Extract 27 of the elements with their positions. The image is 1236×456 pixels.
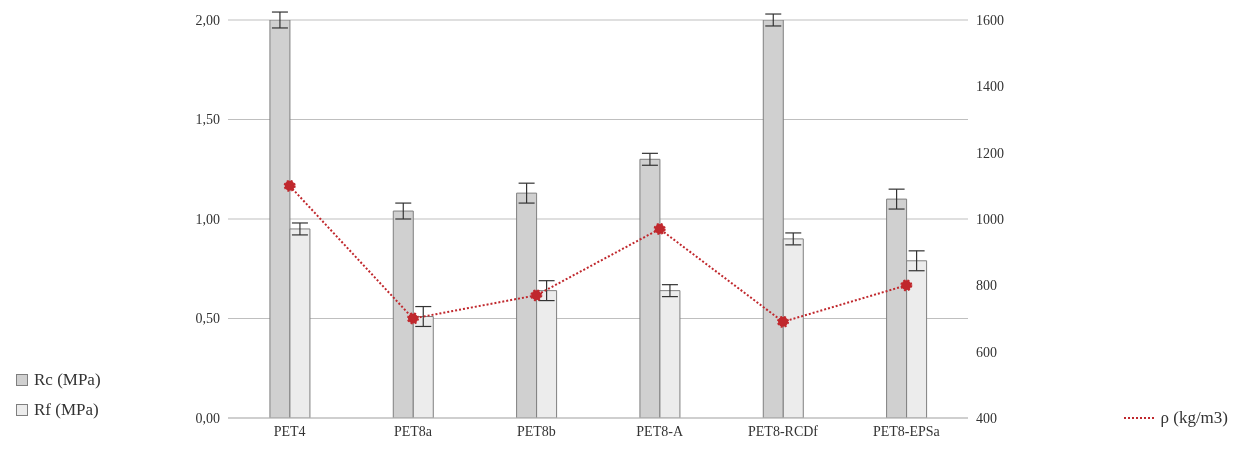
y-tick-label: 0,00	[195, 410, 220, 426]
y2-tick-label: 1000	[976, 211, 1004, 227]
legend-label: ρ (kg/m3)	[1160, 408, 1228, 428]
x-tick-label: PET8-RCDf	[748, 423, 819, 439]
y-tick-label: 0,50	[195, 311, 220, 327]
y2-tick-label: 1200	[976, 145, 1004, 161]
x-tick-label: PET8-A	[636, 423, 684, 439]
y2-tick-label: 600	[976, 344, 997, 360]
legend-label: Rc (MPa)	[34, 370, 101, 390]
x-tick-label: PET8a	[393, 423, 433, 439]
x-tick-label: PET4	[273, 423, 306, 439]
y2-tick-label: 400	[976, 410, 997, 426]
y-tick-label: 1,00	[195, 211, 220, 227]
y-tick-label: 1,50	[195, 112, 220, 128]
point	[653, 222, 666, 235]
y2-tick-label: 1400	[976, 79, 1004, 95]
y2-tick-label: 800	[976, 278, 997, 294]
point	[900, 279, 913, 292]
legend-label: Rf (MPa)	[34, 400, 99, 420]
x-tick-label: PET8b	[516, 423, 556, 439]
y-tick-label: 2,00	[195, 12, 220, 28]
point	[283, 179, 296, 192]
x-tick-label: PET8-EPSa	[872, 423, 941, 439]
point	[407, 312, 419, 325]
y2-tick-label: 1600	[976, 12, 1004, 28]
point	[530, 289, 543, 302]
point	[777, 315, 789, 328]
